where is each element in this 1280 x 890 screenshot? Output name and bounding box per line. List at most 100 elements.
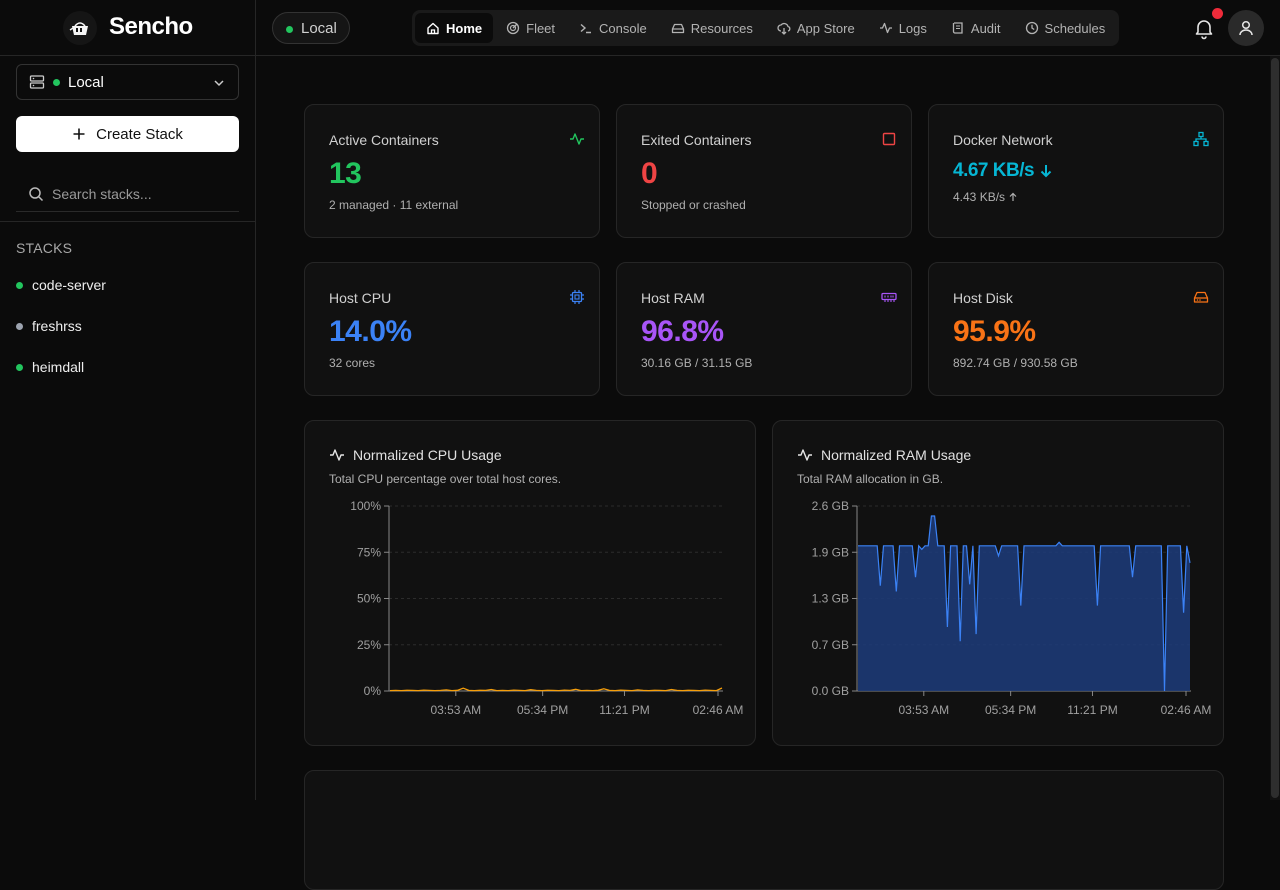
host-cpu-card: Host CPU 14.0% 32 cores: [304, 262, 600, 396]
host-disk-card: Host Disk 95.9% 892.74 GB / 930.58 GB: [928, 262, 1224, 396]
terminal-icon: [580, 23, 592, 34]
nav-tab-app-store[interactable]: App Store: [766, 13, 866, 43]
card-subtitle: 32 cores: [329, 356, 376, 370]
chevron-down-icon: [214, 80, 224, 87]
x-tick-label: 02:46 AM: [1161, 703, 1212, 717]
ram-chart-card: Normalized RAM Usage Total RAM allocatio…: [772, 420, 1224, 746]
activity-icon: [798, 449, 812, 461]
stack-item[interactable]: heimdall: [16, 355, 84, 379]
y-tick-label: 0%: [364, 684, 382, 698]
network-icon: [1193, 131, 1209, 147]
nav-tab-resources[interactable]: Resources: [660, 13, 764, 43]
nav-tab-label: Logs: [898, 20, 927, 36]
activity-icon: [570, 133, 584, 145]
chart-subtitle: Total CPU percentage over total host cor…: [329, 472, 562, 486]
card-subtitle: 30.16 GB / 31.15 GB: [641, 356, 753, 370]
chart-title-text: Normalized RAM Usage: [821, 447, 972, 463]
arrow-down-icon: [1040, 165, 1052, 178]
user-avatar[interactable]: [1228, 10, 1264, 46]
bell-icon[interactable]: [1192, 16, 1216, 40]
nav-tab-logs[interactable]: Logs: [868, 13, 938, 43]
create-stack-button[interactable]: Create Stack: [16, 116, 239, 152]
chart-title: Normalized RAM Usage: [797, 447, 971, 463]
x-tick-label: 11:21 PM: [599, 703, 649, 717]
stack-item[interactable]: freshrss: [16, 314, 82, 338]
cpu-icon: [570, 290, 584, 304]
card-value: 14.0%: [329, 315, 412, 348]
card-title: Host RAM: [641, 290, 705, 306]
stack-name: freshrss: [32, 318, 82, 334]
chart-subtitle: Total RAM allocation in GB.: [797, 472, 944, 486]
app-name: Sencho: [109, 13, 193, 40]
stack-item[interactable]: code-server: [16, 273, 106, 297]
x-tick-label: 05:34 PM: [517, 703, 568, 717]
x-tick-label: 03:53 AM: [430, 703, 481, 717]
nav-tab-label: App Store: [796, 20, 855, 36]
scrollbar-thumb[interactable]: [1271, 58, 1279, 798]
main-content: Active Containers 13 2 managed · 11 exte…: [256, 56, 1280, 890]
card-subtitle: 4.43 KB/s: [953, 190, 1018, 204]
nav-tab-fleet[interactable]: Fleet: [495, 13, 566, 43]
node-pill[interactable]: Local: [272, 12, 350, 44]
network-tx-value: 4.43 KB/s: [953, 190, 1006, 204]
nav-tab-label: Home: [446, 20, 483, 36]
plus-icon: [73, 128, 85, 140]
stack-search: [16, 176, 239, 212]
nav-tab-schedules[interactable]: Schedules: [1014, 13, 1117, 43]
y-tick-label: 2.6 GB: [812, 499, 849, 513]
y-tick-label: 100%: [350, 499, 381, 513]
nav-tab-console[interactable]: Console: [568, 13, 658, 43]
nav-tab-audit[interactable]: Audit: [940, 13, 1012, 43]
scroll-icon: [952, 22, 963, 34]
sidebar: Local Create Stack STACKS code-server fre…: [0, 56, 256, 800]
radar-icon: [506, 21, 520, 35]
node-status-dot: [286, 26, 293, 33]
chart-title: Normalized CPU Usage: [329, 447, 502, 463]
brand: Sencho: [0, 0, 256, 56]
user-icon: [1239, 20, 1253, 36]
docker-network-card: Docker Network 4.67 KB/s 4.43 KB/s: [928, 104, 1224, 238]
card-subtitle: 2 managed · 11 external: [329, 198, 459, 212]
sidebar-divider: [0, 221, 256, 222]
nav-tab-label: Fleet: [526, 20, 556, 36]
server-icon: [29, 75, 45, 89]
node-selector[interactable]: Local: [16, 64, 239, 100]
app-logo-icon: [63, 11, 97, 45]
stack-name: code-server: [32, 277, 106, 293]
y-tick-label: 0.7 GB: [812, 638, 849, 652]
chart-title-text: Normalized CPU Usage: [353, 447, 502, 463]
search-input[interactable]: [52, 185, 232, 202]
cloud-download-icon: [777, 22, 791, 35]
activity-icon: [879, 22, 892, 34]
x-tick-label: 03:53 AM: [898, 703, 949, 717]
stack-status-dot: [16, 281, 23, 289]
activity-icon: [330, 449, 344, 461]
card-title: Exited Containers: [641, 132, 752, 148]
host-ram-card: Host RAM 96.8% 30.16 GB / 31.15 GB: [616, 262, 912, 396]
notification-badge: [1212, 8, 1223, 19]
node-status-dot: [53, 78, 60, 86]
memory-icon: [881, 292, 897, 302]
main-nav: Home Fleet Console Resources App Store Logs Au…: [412, 10, 1120, 46]
nav-tab-label: Resources: [690, 20, 753, 36]
search-icon: [29, 186, 44, 201]
active-containers-card: Active Containers 13 2 managed · 11 exte…: [304, 104, 600, 238]
cpu-usage-chart: 100% 75% 50% 25% 0% 03:53 AM 05:34 PM 11:21 PM 0…: [350, 499, 744, 717]
nav-tab-home[interactable]: Home: [415, 13, 494, 43]
stacks-heading: STACKS: [16, 240, 73, 256]
exited-containers-card: Exited Containers 0 Stopped or crashed: [616, 104, 912, 238]
card-title: Host Disk: [953, 290, 1013, 306]
ram-usage-chart: 2.6 GB 1.9 GB 1.3 GB 0.7 GB 0.0 GB 03:53 AM 05…: [812, 499, 1212, 717]
top-bar: Sencho Local Home Fleet Console Resources Ap…: [0, 0, 1280, 56]
bottom-card: [304, 770, 1224, 890]
card-value: 95.9%: [953, 315, 1036, 348]
card-subtitle: 892.74 GB / 930.58 GB: [953, 356, 1078, 370]
card-title: Host CPU: [329, 290, 392, 306]
ram-series-area: [858, 516, 1190, 691]
card-value: 4.67 KB/s: [953, 160, 1054, 182]
cpu-chart-card: Normalized CPU Usage Total CPU percentag…: [304, 420, 756, 746]
stack-status-dot: [16, 363, 23, 371]
create-stack-label: Create Stack: [96, 125, 183, 143]
y-tick-label: 0.0 GB: [812, 684, 849, 698]
x-tick-label: 02:46 AM: [693, 703, 744, 717]
